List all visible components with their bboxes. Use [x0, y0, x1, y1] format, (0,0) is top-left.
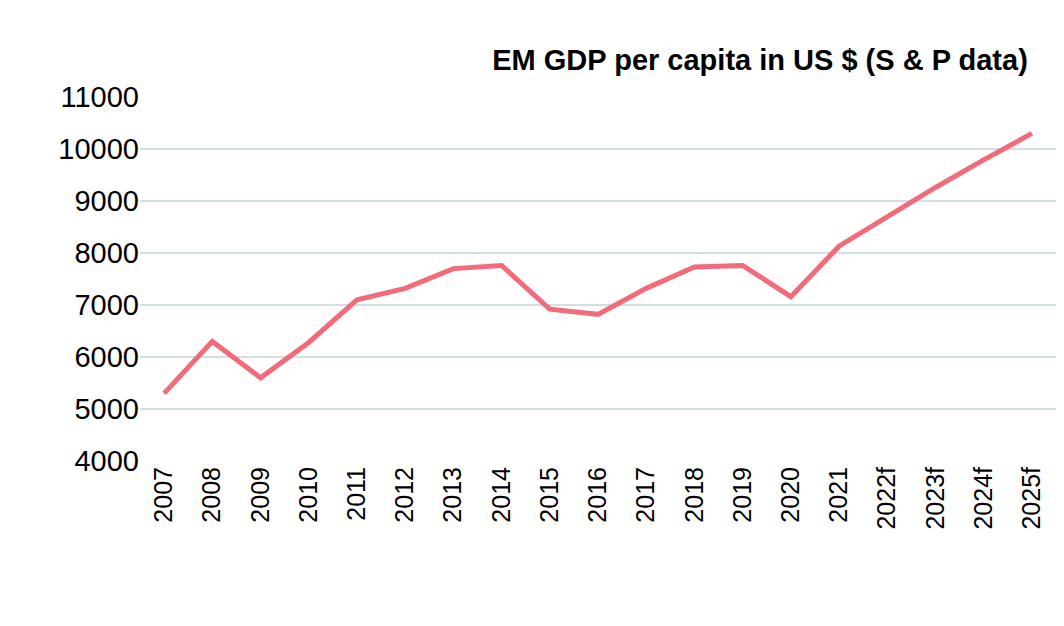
svg-text:2015: 2015 — [535, 467, 563, 523]
svg-text:8000: 8000 — [74, 237, 139, 269]
svg-text:2019: 2019 — [728, 467, 756, 523]
svg-text:2022f: 2022f — [872, 467, 900, 530]
svg-text:2021: 2021 — [824, 467, 852, 523]
svg-text:2013: 2013 — [438, 467, 466, 523]
svg-text:EM GDP per capita in US $ (S &: EM GDP per capita in US $ (S & P data) — [492, 44, 1028, 76]
svg-text:2007: 2007 — [149, 467, 177, 523]
svg-text:7000: 7000 — [74, 289, 139, 321]
svg-text:2009: 2009 — [246, 467, 274, 523]
svg-text:2018: 2018 — [680, 467, 708, 523]
svg-text:5000: 5000 — [74, 393, 139, 425]
svg-text:6000: 6000 — [74, 341, 139, 373]
svg-text:2017: 2017 — [631, 467, 659, 523]
svg-text:2020: 2020 — [776, 467, 804, 523]
svg-text:10000: 10000 — [58, 133, 139, 165]
svg-text:2012: 2012 — [390, 467, 418, 523]
svg-text:2011: 2011 — [342, 467, 370, 521]
svg-text:2023f: 2023f — [921, 467, 949, 530]
svg-text:2014: 2014 — [487, 467, 515, 523]
svg-text:11000: 11000 — [61, 81, 140, 113]
svg-text:2010: 2010 — [294, 467, 322, 523]
svg-text:4000: 4000 — [74, 445, 139, 477]
svg-text:9000: 9000 — [74, 185, 139, 217]
svg-text:2008: 2008 — [197, 467, 225, 523]
svg-text:2024f: 2024f — [969, 467, 997, 530]
svg-text:2016: 2016 — [583, 467, 611, 523]
svg-text:2025f: 2025f — [1017, 467, 1045, 530]
